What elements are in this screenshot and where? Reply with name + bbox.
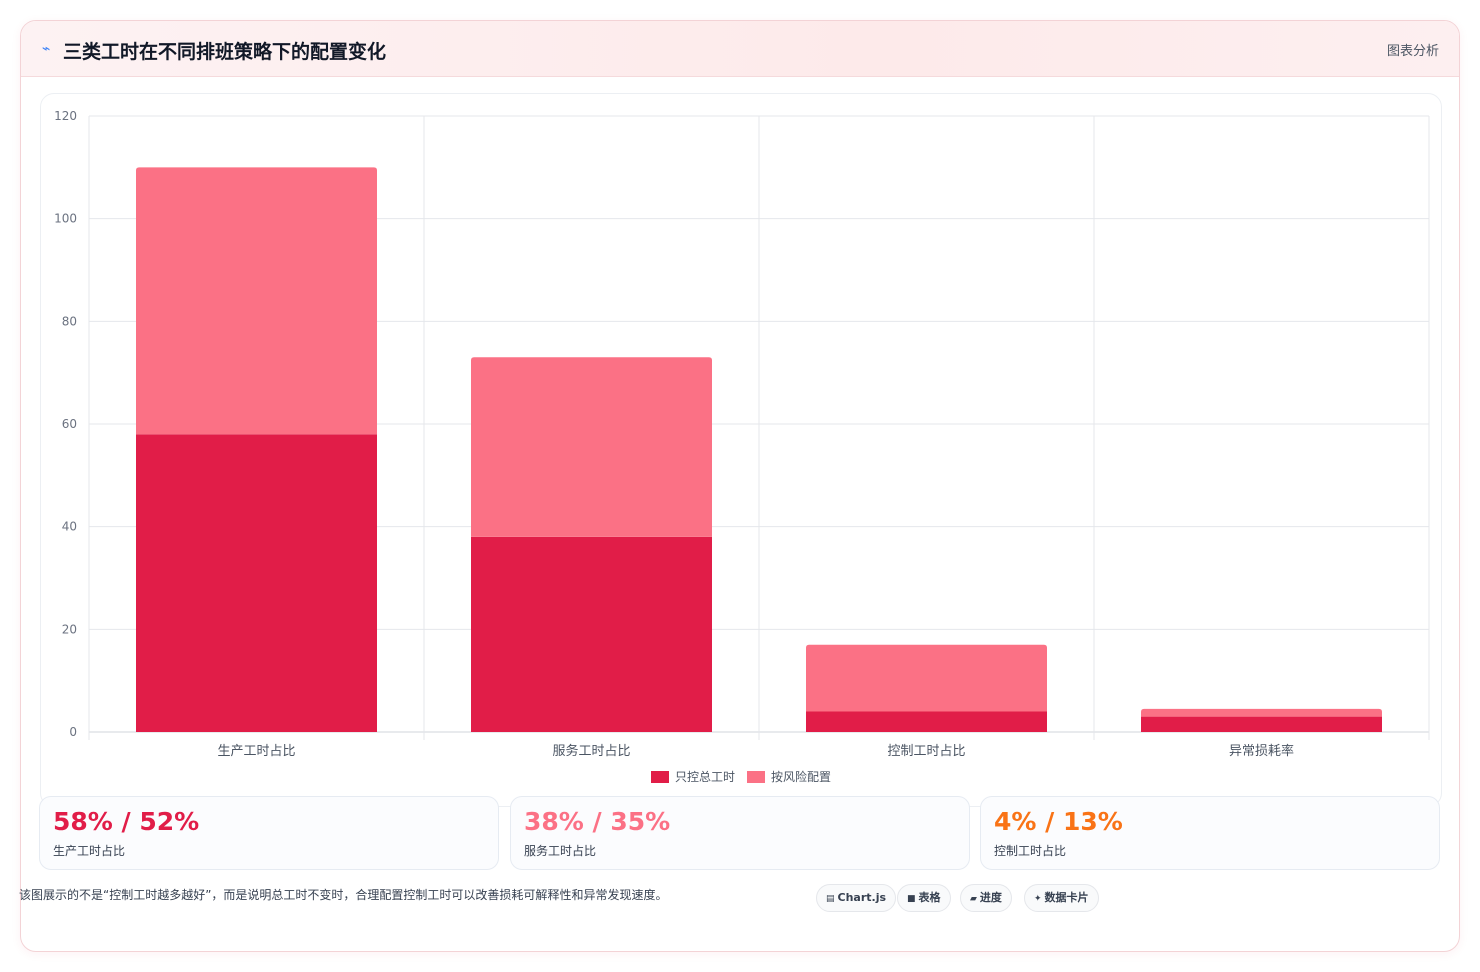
y-tick-label: 20 — [62, 622, 77, 636]
bar-segment — [806, 711, 1047, 732]
stat-label: 生产工时占比 — [53, 844, 126, 858]
x-tick-label: 生产工时占比 — [217, 744, 295, 759]
bar-segment — [471, 357, 712, 537]
stat-value: 4% / 13% — [994, 807, 1123, 836]
tag-label: 表格 — [918, 891, 941, 904]
x-tick-label: 服务工时占比 — [552, 743, 630, 759]
stat-label: 服务工时占比 — [524, 844, 597, 858]
y-tick-label: 0 — [69, 725, 77, 739]
legend-label: 只控总工时 — [675, 770, 735, 784]
footnote: 该图展示的不是“控制工时越多越好”，而是说明总工时不变时，合理配置控制工时可以改… — [19, 888, 668, 902]
y-tick-label: 80 — [62, 314, 77, 328]
stat-value: 38% / 35% — [524, 807, 671, 836]
trend-icon: ⌁ — [42, 41, 51, 57]
chart-card: ⌁ 三类工时在不同排班策略下的配置变化 图表分析 0 20 40 60 80 100 120… — [20, 20, 1460, 952]
chart-icon: ▤ — [826, 894, 835, 904]
tag-table[interactable]: ■ 表格 — [897, 884, 951, 912]
y-tick-label: 40 — [62, 520, 77, 534]
y-tick-label: 120 — [54, 109, 77, 123]
bar-segment — [1141, 716, 1382, 732]
legend-swatch — [651, 771, 669, 783]
bar-segment — [471, 536, 712, 732]
card-icon: ✦ — [1034, 894, 1042, 904]
card-header: ⌁ 三类工时在不同排班策略下的配置变化 图表分析 — [21, 21, 1459, 77]
x-tick-label: 控制工时占比 — [887, 744, 965, 759]
chart-analysis-label: 图表分析 — [1386, 44, 1439, 59]
stat-value: 58% / 52% — [53, 807, 200, 836]
stacked-bar-chart: 0 20 40 60 80 100 120 生产工时占比 服务工时占比 控制工时占比 异常损耗率只控… — [54, 109, 1430, 784]
stat-label: 控制工时占比 — [994, 844, 1067, 858]
table-icon: ■ — [907, 894, 916, 904]
tag-label: 数据卡片 — [1044, 891, 1089, 904]
tag-progress[interactable]: ▰ 进度 — [960, 884, 1012, 912]
y-tick-label: 60 — [62, 417, 77, 431]
page-title: 三类工时在不同排班策略下的配置变化 — [63, 41, 387, 63]
tag-chartjs[interactable]: ▤ Chart.js — [816, 884, 897, 912]
stat-card-service: 38% / 35% 服务工时占比 — [510, 796, 970, 870]
tag-data-card[interactable]: ✦ 数据卡片 — [1024, 884, 1099, 912]
bar-segment — [1141, 708, 1382, 717]
bar-segment — [136, 167, 377, 435]
y-tick-label: 100 — [54, 212, 77, 226]
tag-label: 进度 — [979, 891, 1002, 904]
legend-swatch — [747, 771, 765, 783]
tag-label: Chart.js — [837, 891, 887, 904]
stat-card-control: 4% / 13% 控制工时占比 — [980, 796, 1440, 870]
progress-icon: ▰ — [970, 894, 977, 904]
x-tick-label: 异常损耗率 — [1229, 743, 1294, 759]
stat-card-production: 58% / 52% 生产工时占比 — [39, 796, 499, 870]
legend-label: 按风险配置 — [771, 769, 831, 784]
bar-segment — [806, 644, 1047, 712]
chart-container: 0 20 40 60 80 100 120 生产工时占比 服务工时占比 控制工时占比 异常损耗率只控… — [40, 93, 1442, 807]
bar-segment — [136, 434, 377, 732]
